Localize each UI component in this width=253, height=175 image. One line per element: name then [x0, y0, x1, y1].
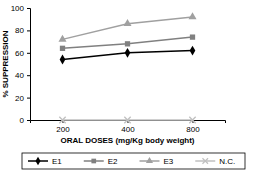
series-marker: [124, 117, 130, 123]
y-tick-mark: [27, 120, 30, 121]
y-tick-mark: [27, 8, 30, 9]
series-line: [63, 37, 193, 48]
y-tick: 40: [15, 71, 30, 80]
legend-marker: [35, 157, 40, 166]
series-marker: [58, 35, 66, 42]
series-marker: [60, 46, 65, 51]
y-tick: 100: [11, 4, 30, 13]
x-tick-label: 400: [121, 125, 135, 134]
series-line: [63, 17, 193, 39]
series-marker: [189, 117, 195, 123]
y-tick-mark: [27, 98, 30, 99]
y-axis-line: [27, 9, 31, 121]
x-tick-label: 200: [56, 125, 70, 134]
series-marker: [60, 55, 66, 65]
y-tick-label: 0: [20, 116, 25, 125]
y-tick-label: 40: [15, 71, 24, 80]
y-tick: 80: [15, 26, 30, 35]
x-tick: 400: [121, 120, 135, 134]
legend-label: E2: [108, 157, 118, 166]
series-marker: [190, 46, 196, 56]
y-tick-label: 20: [15, 94, 24, 103]
legend-label: E1: [52, 157, 62, 166]
x-axis-title: ORAL DOSES (mg/Kg body weight): [60, 136, 194, 145]
chart: 0 20 40 60 80 100 200 400 800 ORAL DOSES (mg/Kg b…: [0, 0, 253, 175]
plot: 0 20 40 60 80 100 200 400 800: [11, 4, 226, 134]
x-tick: 200: [56, 120, 70, 134]
y-tick-label: 100: [11, 4, 25, 13]
y-tick: 20: [15, 94, 30, 103]
x-tick: 800: [186, 120, 200, 134]
y-tick-label: 80: [15, 26, 24, 35]
legend: E1 E2 E3 N.C.: [22, 153, 245, 169]
series-group: [58, 12, 196, 123]
legend-marker: [146, 157, 153, 163]
y-tick-mark: [27, 53, 30, 54]
x-tick-label: 800: [186, 125, 200, 134]
legend-label: E3: [164, 157, 174, 166]
legend-label: N.C.: [219, 157, 235, 166]
series-marker: [125, 48, 131, 58]
series-marker: [188, 12, 196, 19]
legend-box: [22, 153, 245, 169]
y-tick-label: 60: [15, 49, 24, 58]
legend-marker: [91, 159, 96, 164]
y-axis: 0 20 40 60 80 100: [11, 4, 31, 125]
series-marker: [125, 41, 130, 46]
y-tick-mark: [27, 75, 30, 76]
legend-marker: [202, 158, 208, 164]
y-tick-mark: [27, 30, 30, 31]
y-tick: 60: [15, 49, 30, 58]
series-marker: [123, 19, 131, 26]
y-axis-title: % SUPPRESSION: [1, 30, 10, 97]
y-tick: 0: [20, 116, 30, 125]
series-marker: [59, 117, 65, 123]
series-marker: [190, 34, 195, 39]
